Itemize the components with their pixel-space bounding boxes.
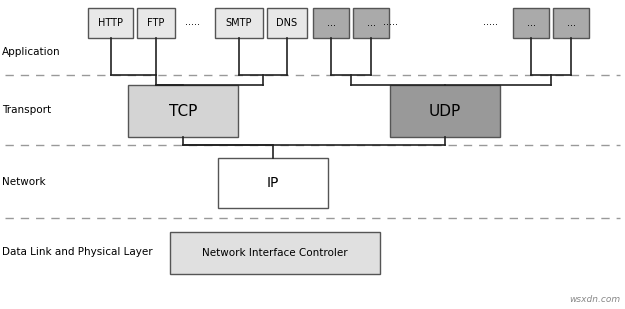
Text: IP: IP [267,176,279,190]
Text: DNS: DNS [276,18,298,28]
Text: ...: ... [526,18,536,28]
Text: HTTP: HTTP [98,18,123,28]
Text: Network: Network [2,177,46,187]
Text: ...: ... [366,18,376,28]
Text: Data Link and Physical Layer: Data Link and Physical Layer [2,247,152,257]
Bar [137,8,175,38]
Bar [170,232,380,274]
Bar [553,8,589,38]
Text: Transport: Transport [2,105,51,115]
Bar [513,8,549,38]
Bar [353,8,389,38]
Text: FTP: FTP [148,18,165,28]
Bar [267,8,307,38]
Bar [218,158,328,208]
Text: ...: ... [566,18,576,28]
Text: .....: ..... [186,17,201,27]
Bar [88,8,133,38]
Text: ...: ... [326,18,336,28]
Text: TCP: TCP [169,104,198,118]
Bar [390,85,500,137]
Text: .....: ..... [382,17,398,27]
Text: SMTP: SMTP [226,18,253,28]
Bar [128,85,238,137]
Text: Application: Application [2,47,61,57]
Text: .....: ..... [482,17,498,27]
Bar [313,8,349,38]
Text: Network Interface Controler: Network Interface Controler [202,248,348,258]
Text: UDP: UDP [429,104,461,118]
Text: wsxdn.com: wsxdn.com [569,295,620,304]
Bar [215,8,263,38]
